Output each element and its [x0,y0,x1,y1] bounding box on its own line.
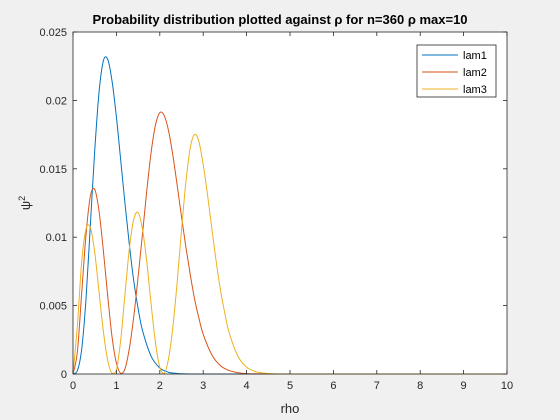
x-tick-label: 0 [70,380,76,392]
x-axis-label: rho [281,401,300,416]
x-tick-label: 8 [417,380,423,392]
y-tick-label: 0.01 [46,232,67,244]
x-tick-label: 5 [287,380,293,392]
legend-label-lam2: lam2 [463,67,487,79]
y-tick-label: 0.025 [39,27,67,39]
legend-box [416,44,497,98]
legend: lam1 lam2 lam3 [416,44,497,98]
series-line-lam2 [72,111,508,375]
x-tick-label: 7 [374,380,380,392]
axes-layer: 0 1 2 3 4 5 6 7 8 9 10 0 0.005 0.01 0.015 0.02 0.025 [39,27,513,392]
y-tick-label: 0.005 [39,301,67,313]
y-tick-label: 0 [61,369,67,381]
legend-label-lam3: lam3 [463,84,487,96]
y-axis-label-base: ψ [18,201,33,210]
x-tick-label: 1 [113,380,119,392]
chart-title: Probability distribution plotted against… [92,12,467,27]
x-tick-label: 10 [501,380,513,392]
y-axis-label-superscript: 2 [17,196,27,201]
x-tick-label: 6 [330,380,336,392]
legend-label-lam1: lam1 [463,50,487,62]
x-tick-label: 3 [200,380,206,392]
series-line-lam3 [72,133,508,375]
y-tick-label: 0.02 [46,95,67,107]
x-tick-label: 2 [157,380,163,392]
y-axis-label: ψ2 [17,196,33,210]
y-tick-label: 0.015 [39,164,67,176]
x-tick-label: 4 [244,380,250,392]
x-tick-label: 9 [461,380,467,392]
